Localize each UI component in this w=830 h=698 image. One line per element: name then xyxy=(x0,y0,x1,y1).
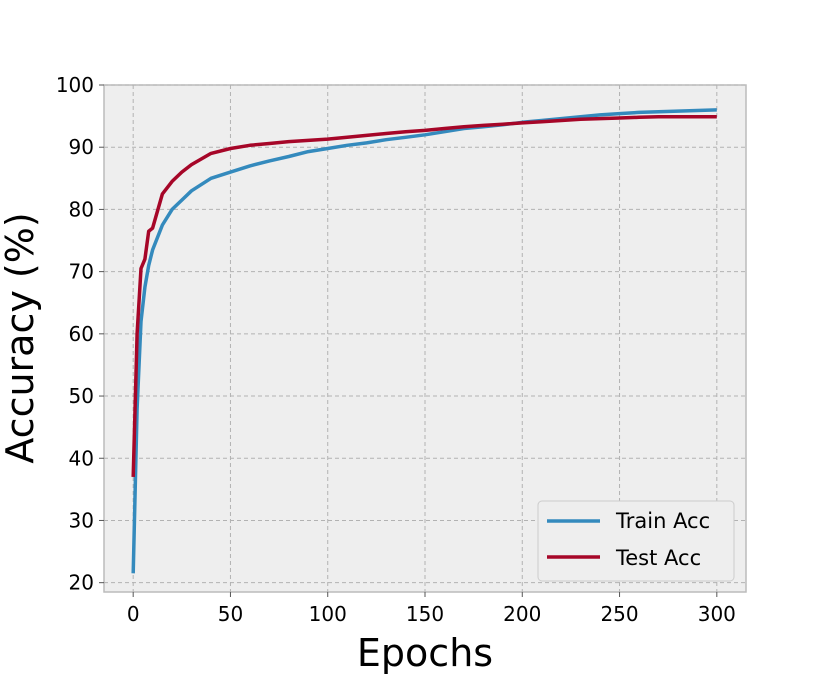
y-tick-label: 40 xyxy=(69,446,94,470)
y-tick-label: 80 xyxy=(69,197,94,221)
y-tick-label: 20 xyxy=(69,571,94,595)
y-tick-label: 30 xyxy=(69,508,94,532)
y-tick-label: 90 xyxy=(69,135,94,159)
x-axis-label: Epochs xyxy=(357,631,493,675)
series-lines xyxy=(131,108,717,574)
y-tick-label: 100 xyxy=(56,73,94,97)
legend: Train Acc Test Acc xyxy=(537,500,735,582)
x-tick-label: 0 xyxy=(127,602,140,626)
y-tick-label: 50 xyxy=(69,384,94,408)
x-tick-label: 50 xyxy=(218,602,243,626)
legend-label-train: Train Acc xyxy=(615,509,710,533)
y-tick-label: 70 xyxy=(69,260,94,284)
series-line-0 xyxy=(131,108,717,574)
y-axis-label: Accuracy (%) xyxy=(0,212,42,463)
series-line-1 xyxy=(131,114,717,477)
y-tick-label: 60 xyxy=(69,322,94,346)
legend-label-test: Test Acc xyxy=(615,546,701,570)
x-tick-label: 150 xyxy=(406,602,444,626)
x-tick-label: 100 xyxy=(309,602,347,626)
ticks: 0 50 100 150 200 250 300 20 30 40 50 60 70 80 90 100 xyxy=(56,73,736,626)
x-tick-label: 300 xyxy=(698,602,736,626)
x-tick-label: 200 xyxy=(503,602,541,626)
x-tick-label: 250 xyxy=(600,602,638,626)
